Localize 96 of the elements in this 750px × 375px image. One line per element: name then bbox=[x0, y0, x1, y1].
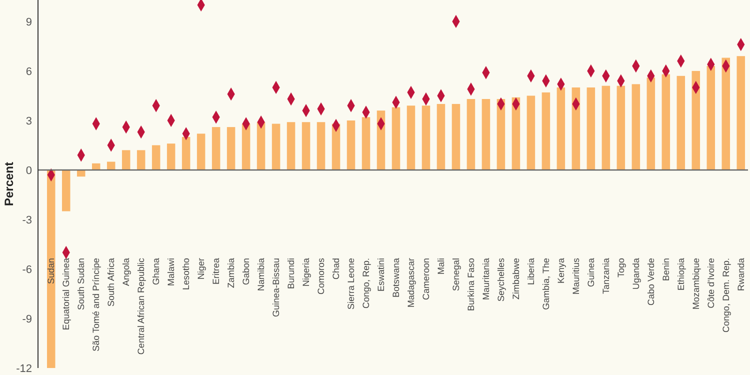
bar bbox=[226, 127, 236, 170]
x-tick-label: Rwanda bbox=[736, 258, 746, 292]
x-tick-label: South Africa bbox=[106, 258, 116, 307]
y-tick-label: -6 bbox=[22, 264, 32, 276]
x-tick-label: Mali bbox=[436, 258, 446, 275]
bar bbox=[316, 122, 326, 170]
bar bbox=[272, 124, 280, 170]
x-tick-label: Gambia, The bbox=[540, 258, 551, 310]
x-tick-label: Zambia bbox=[226, 258, 236, 288]
x-tick-label: Namibia bbox=[256, 258, 266, 292]
x-tick-label: Senegal bbox=[450, 258, 461, 292]
x-tick-label: Seychelles bbox=[496, 258, 506, 302]
x-tick-label: Guinea bbox=[586, 258, 596, 288]
y-tick-label: 3 bbox=[26, 115, 32, 128]
x-tick-label: Niger bbox=[196, 258, 206, 280]
bar bbox=[616, 86, 626, 170]
x-tick-label: Eritrea bbox=[211, 258, 222, 285]
bar bbox=[392, 107, 400, 170]
bar bbox=[662, 74, 670, 170]
bar bbox=[676, 76, 686, 170]
x-tick-label: Lesotho bbox=[181, 258, 192, 290]
y-axis-title: Percent bbox=[2, 162, 16, 206]
bar bbox=[586, 87, 596, 170]
bar bbox=[346, 120, 356, 170]
x-tick-label: Liberia bbox=[526, 258, 536, 286]
bar bbox=[166, 144, 176, 170]
x-tick-label: Cameroon bbox=[420, 258, 431, 300]
x-tick-label: Malawi bbox=[166, 258, 176, 286]
x-tick-label: Equatorial Guinea bbox=[61, 258, 72, 330]
x-tick-label: Mozambique bbox=[690, 258, 701, 310]
bar bbox=[256, 122, 266, 170]
bar bbox=[196, 134, 206, 170]
bar bbox=[602, 86, 610, 170]
y-tick-label: 9 bbox=[26, 16, 32, 28]
x-tick-label: Cabo Verde bbox=[646, 258, 656, 306]
bar bbox=[362, 117, 370, 170]
bar bbox=[736, 56, 745, 170]
x-tick-label: Burundi bbox=[286, 258, 296, 290]
bar bbox=[422, 106, 430, 170]
x-tick-label: Madagascar bbox=[406, 258, 416, 308]
x-tick-label: Congo, Dem. Rep. bbox=[720, 258, 731, 333]
x-tick-label: Chad bbox=[331, 258, 342, 280]
bar bbox=[106, 162, 116, 170]
x-tick-label: Central African Republic bbox=[136, 258, 146, 355]
x-tick-label: Sudan bbox=[46, 258, 56, 284]
bar bbox=[302, 122, 310, 170]
x-tick-label: Kenya bbox=[556, 258, 566, 284]
x-tick-label: Angola bbox=[121, 258, 132, 286]
bar bbox=[556, 87, 566, 170]
x-tick-label: Nigeria bbox=[301, 258, 312, 287]
bar bbox=[512, 97, 520, 170]
x-tick-label: Congo, Rep. bbox=[361, 258, 372, 309]
bar bbox=[182, 136, 190, 170]
y-tick-label: -12 bbox=[16, 362, 32, 375]
x-tick-label: Benin bbox=[660, 258, 671, 282]
bar bbox=[452, 104, 460, 170]
y-tick-label: -9 bbox=[22, 313, 32, 326]
bar bbox=[122, 150, 130, 170]
x-tick-label: Sierra Leone bbox=[346, 258, 356, 310]
bar bbox=[406, 106, 416, 170]
x-tick-label: Tanzania bbox=[600, 258, 611, 294]
y-tick-label: 0 bbox=[26, 164, 32, 177]
x-tick-label: South Sudan bbox=[76, 258, 86, 310]
bar bbox=[722, 58, 730, 170]
x-tick-label: Eswatini bbox=[376, 258, 386, 292]
x-tick-label: Mauritius bbox=[570, 258, 581, 295]
bar bbox=[466, 99, 476, 170]
y-tick-label: -3 bbox=[22, 214, 32, 226]
x-tick-label: Burkina Faso bbox=[466, 258, 476, 312]
bar bbox=[692, 70, 700, 170]
bar bbox=[542, 92, 550, 170]
bar bbox=[62, 170, 70, 212]
bar bbox=[152, 145, 160, 170]
x-tick-label: Botswana bbox=[391, 258, 401, 298]
x-tick-label: São Tomé and Príncipe bbox=[91, 258, 102, 352]
bar bbox=[436, 104, 446, 170]
x-tick-label: Guinea-Bissau bbox=[271, 258, 282, 318]
x-tick-label: Gabon bbox=[241, 258, 252, 286]
x-tick-label: Ethiopia bbox=[676, 258, 686, 291]
y-tick-label: 6 bbox=[26, 66, 32, 78]
bar bbox=[646, 78, 656, 170]
x-tick-label: Comoros bbox=[316, 258, 326, 295]
bar bbox=[482, 99, 490, 170]
x-tick-label: Togo bbox=[616, 258, 626, 278]
bar bbox=[572, 87, 580, 170]
x-tick-label: Ghana bbox=[151, 258, 162, 286]
x-tick-label: Zimbabwe bbox=[510, 258, 521, 300]
x-tick-label: Uganda bbox=[630, 258, 641, 290]
x-tick-label: Côte d'Ivoire bbox=[706, 258, 716, 308]
bar bbox=[286, 122, 296, 170]
bar bbox=[526, 96, 536, 170]
bar bbox=[632, 84, 640, 170]
bar bbox=[706, 66, 716, 170]
x-tick-label: Mauritania bbox=[480, 258, 491, 300]
bar bbox=[136, 150, 146, 170]
bar bbox=[212, 127, 220, 170]
